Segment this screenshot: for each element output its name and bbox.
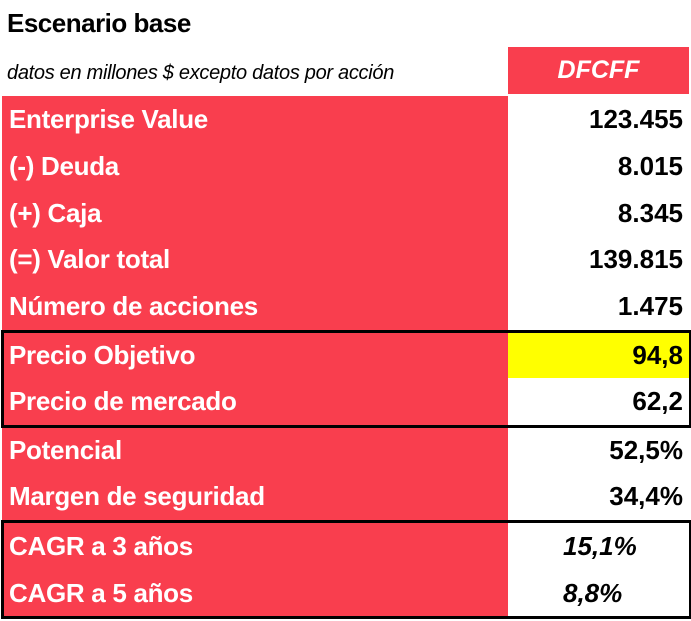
row-label: Precio Objetivo [2,333,508,378]
table-row: (+) Caja 8.345 [2,190,689,237]
row-value: 8.015 [617,151,683,181]
column-header-dfcff: DFCFF [508,47,689,94]
table-row: Número de acciones 1.475 [2,283,689,330]
row-label: (+) Caja [2,190,508,237]
table-row: Potencial 52,5% [2,427,689,474]
row-value: 34,4% [609,481,683,511]
row-value: 15,1% [563,531,637,561]
row-value: 1.475 [617,291,683,321]
row-label: (=) Valor total [2,236,508,283]
table-row-target-price: Precio Objetivo 94,8 [2,333,689,378]
target-price-value: 94,8 [508,333,689,378]
row-label: CAGR a 5 años [2,570,508,617]
row-label: Margen de seguridad [2,473,508,520]
row-label: Número de acciones [2,283,508,330]
row-value: 52,5% [609,435,683,465]
table-row: CAGR a 5 años 8,8% [2,570,689,617]
row-value: 62,2 [632,386,683,416]
row-value: 8,8% [563,578,623,608]
row-label: Potencial [2,427,508,474]
row-label: Precio de mercado [2,378,508,425]
table-row: (=) Valor total 139.815 [2,236,689,283]
page-title: Escenario base [7,8,191,38]
row-value: 123.455 [589,104,683,134]
row-value: 139.815 [589,244,683,274]
row-label: Enterprise Value [2,96,508,143]
row-label: CAGR a 3 años [2,523,508,570]
row-label: (-) Deuda [2,143,508,190]
row-value: 8.345 [617,198,683,228]
table-row: Enterprise Value 123.455 [2,96,689,143]
table-row: Precio de mercado 62,2 [2,378,689,425]
table-row: CAGR a 3 años 15,1% [2,523,689,570]
table-row: (-) Deuda 8.015 [2,143,689,190]
units-note: datos en millones $ excepto datos por ac… [7,62,395,84]
table-row: Margen de seguridad 34,4% [2,473,689,520]
